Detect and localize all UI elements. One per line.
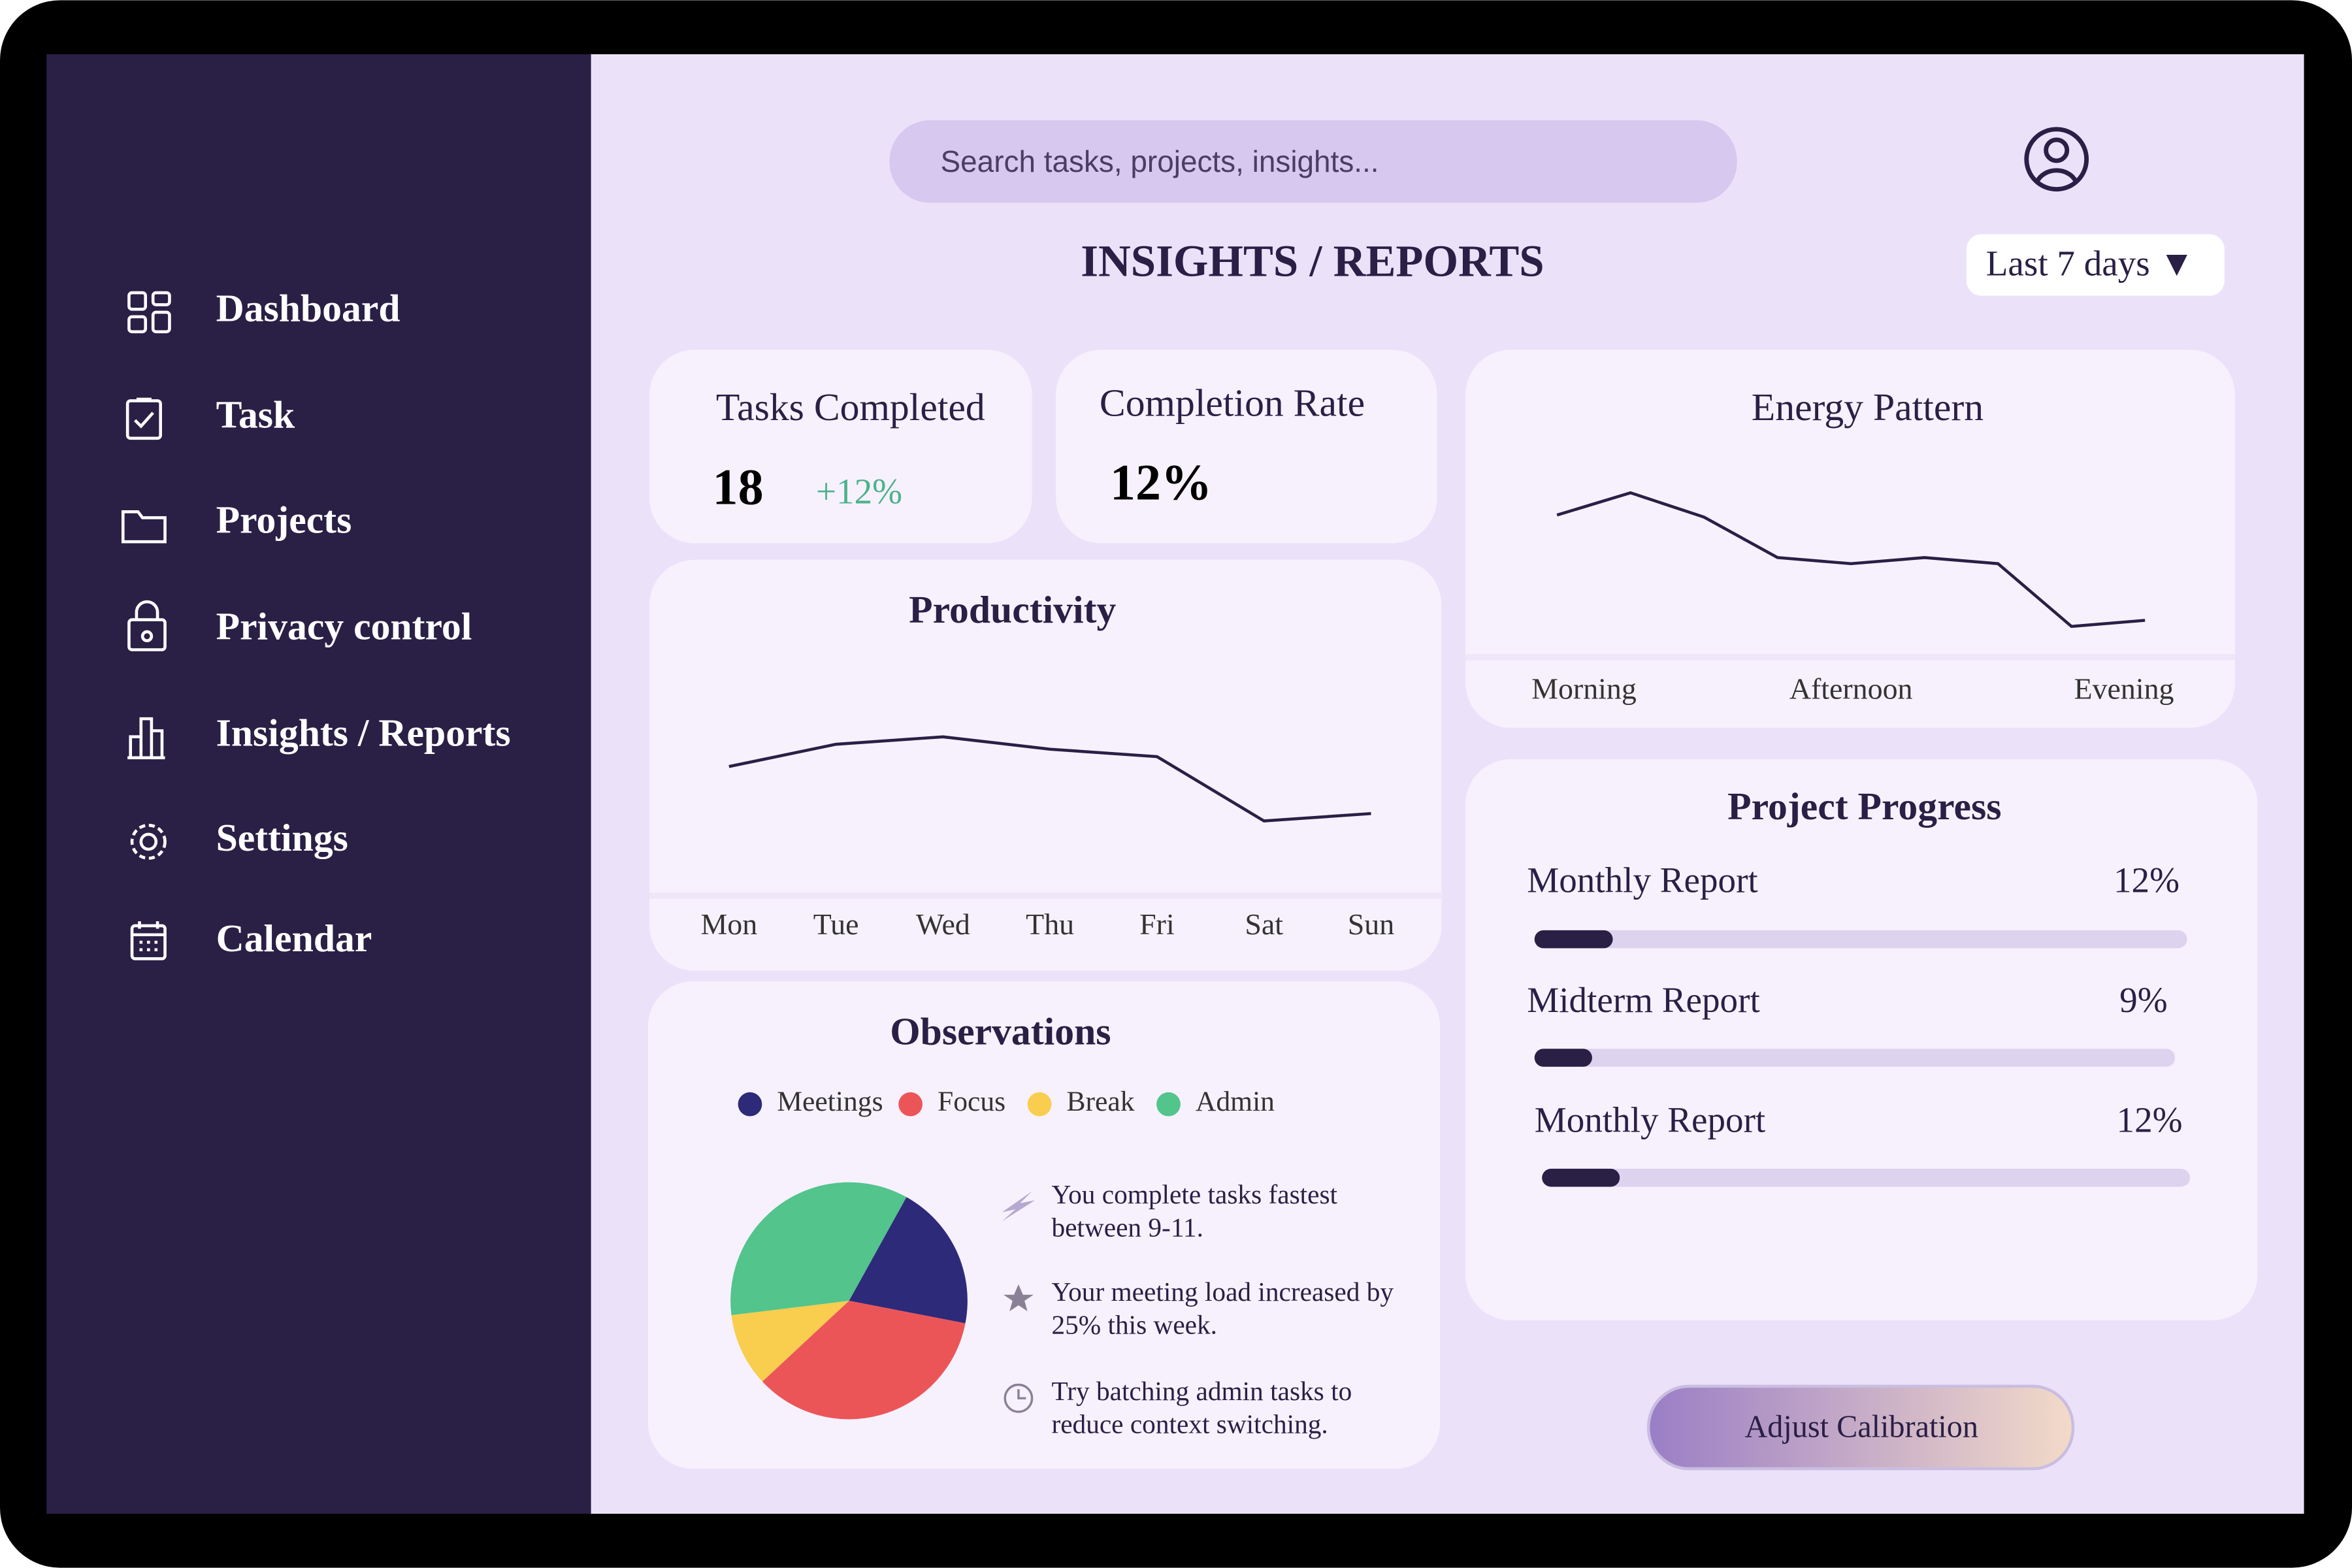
card-change: +12% — [816, 472, 902, 512]
bolt-icon — [1002, 1191, 1036, 1222]
card-value: 12% — [1110, 453, 1212, 510]
axis-band — [649, 892, 1442, 899]
project-percent: 9% — [2119, 980, 2167, 1020]
card-label: Completion Rate — [1100, 381, 1365, 424]
legend-label: Break — [1066, 1086, 1134, 1117]
line — [1556, 491, 2146, 629]
project-percent: 12% — [2114, 860, 2180, 900]
pie-slice — [731, 1300, 849, 1382]
progress-bar — [1534, 930, 1613, 949]
legend-label: Admin — [1196, 1086, 1275, 1117]
chart-title: Project Progress — [1727, 785, 2001, 828]
card-value: 18 — [713, 458, 764, 515]
nav-item[interactable]: Calendar — [216, 917, 372, 960]
progress-track — [1542, 1168, 2191, 1187]
legend-dot — [898, 1092, 923, 1117]
page-title: INSIGHTS / REPORTS — [1081, 237, 1544, 286]
x-tick-label: Fri — [1139, 907, 1175, 941]
project-name: Monthly Report — [1535, 1100, 1766, 1140]
search-placeholder: Search tasks, projects, insights... — [941, 144, 1379, 178]
legend-dot — [1027, 1092, 1052, 1117]
project-name: Midterm Report — [1527, 980, 1760, 1020]
button-label: Adjust Calibration — [1744, 1409, 1978, 1444]
star-icon — [1003, 1284, 1034, 1312]
progress-track — [1534, 1049, 2176, 1067]
range-label: Last 7 days ▼ — [1986, 244, 2195, 284]
card-label: Tasks Completed — [716, 385, 985, 429]
note-line: You complete tasks fastest — [1051, 1179, 1337, 1209]
search-box[interactable] — [889, 120, 1737, 203]
progress-bar — [1542, 1168, 1620, 1187]
chart-title: Productivity — [909, 588, 1116, 631]
note-line: Try batching admin tasks to — [1051, 1376, 1352, 1406]
x-tick-label: Thu — [1026, 907, 1074, 941]
profile-icon[interactable] — [2024, 127, 2089, 192]
project-percent: 12% — [2117, 1100, 2183, 1140]
note-line: reduce context switching. — [1051, 1409, 1328, 1439]
x-tick-label: Sun — [1348, 907, 1394, 941]
progress-bar — [1534, 1049, 1592, 1067]
note-line: between 9-11. — [1051, 1213, 1203, 1243]
note-line: Your meeting load increased by — [1051, 1277, 1394, 1307]
nav-icons — [121, 291, 171, 960]
clock-icon — [1004, 1383, 1034, 1413]
x-tick-label: Afternoon — [1789, 672, 1913, 705]
sidebar — [46, 54, 591, 1514]
chart-title: Observations — [890, 1009, 1111, 1053]
nav-item[interactable]: Settings — [216, 816, 348, 859]
axis-band — [1465, 654, 2235, 661]
legend-dot — [1156, 1092, 1181, 1117]
nav-item[interactable]: Insights / Reports — [216, 711, 511, 754]
progress-track — [1534, 930, 2187, 949]
range-select[interactable] — [1966, 234, 2225, 296]
pie-slice — [730, 1182, 907, 1316]
x-tick-label: Evening — [2074, 672, 2174, 705]
calibrate-button[interactable] — [1646, 1384, 2075, 1471]
pie-slice — [849, 1197, 968, 1324]
nav-item[interactable]: Dashboard — [216, 287, 400, 330]
project-name: Monthly Report — [1527, 860, 1758, 900]
x-tick-label: Tue — [813, 907, 859, 941]
x-tick-label: Wed — [916, 907, 970, 941]
x-tick-label: Sat — [1245, 907, 1283, 941]
note-line: 25% this week. — [1051, 1310, 1217, 1340]
pie-slice — [762, 1300, 966, 1420]
nav-item[interactable]: Task — [216, 393, 295, 436]
x-tick-label: Morning — [1531, 672, 1637, 705]
nav-item[interactable]: Projects — [216, 498, 352, 541]
x-tick-label: Mon — [700, 907, 757, 941]
chart-title: Energy Pattern — [1752, 385, 1984, 429]
nav-item[interactable]: Privacy control — [216, 604, 472, 647]
legend-label: Focus — [938, 1086, 1005, 1117]
line — [728, 735, 1371, 823]
legend-dot — [738, 1092, 762, 1117]
legend-label: Meetings — [777, 1086, 883, 1117]
